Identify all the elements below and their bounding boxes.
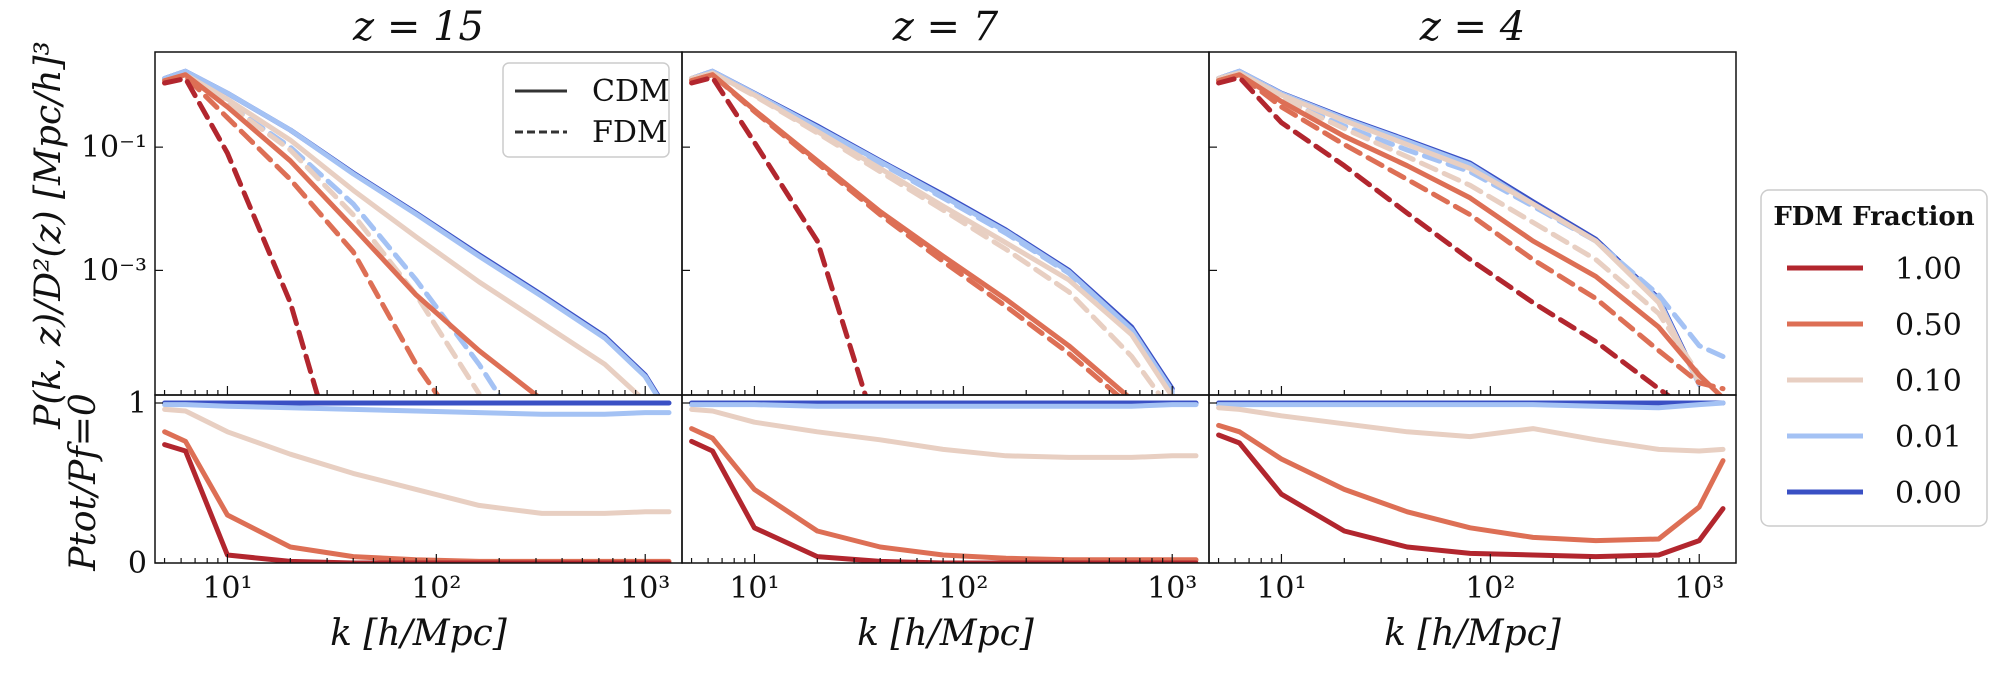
y-axis-label-top: P(k, z)/D²(z) [Mpc/h]³ [28, 41, 69, 430]
series-line-f010-fdm [162, 72, 482, 395]
x-axis-label: k [h/Mpc] [330, 613, 508, 654]
ratio-line-f050 [162, 429, 672, 563]
y-tick-label-top: 10⁻¹ [81, 130, 147, 165]
panel-title: z = 15 [352, 4, 484, 50]
ratio-line-f010 [162, 406, 672, 516]
ratio-line-f050 [1216, 422, 1726, 544]
series-line-f050-fdm [689, 72, 1122, 395]
ratio-line-f100 [689, 438, 1199, 563]
series-line-f010-fdm [689, 70, 1163, 395]
x-axis-label: k [h/Mpc] [857, 613, 1035, 654]
x-tick-label: 10² [938, 571, 988, 606]
series-line-f100-fdm [1216, 75, 1672, 395]
panel-3: z = 4 10¹ 10² 10³ k [h/Mpc] [1208, 4, 1737, 654]
series-line-f100-fdm [162, 76, 321, 395]
panels: z = 15 10¹ 10² 10³ 10⁻¹ 10⁻³ 0 1 k [h/Mpc] CDM FDM… [81, 4, 1737, 654]
panel-1: z = 15 10¹ 10² 10³ 10⁻¹ 10⁻³ 0 1 k [h/Mpc] CDM FDM [81, 4, 683, 654]
series-line-f001-cdm [162, 68, 660, 395]
series-line-f001-cdm [1216, 68, 1702, 388]
fraction-legend-title: FDM Fraction [1773, 202, 1974, 232]
ratio-line-f010 [1216, 405, 1726, 454]
x-tick-label: 10¹ [202, 571, 252, 606]
x-axis-label: k [h/Mpc] [1384, 613, 1562, 654]
ratio-line-f001 [689, 402, 1199, 409]
style-legend-label: FDM [592, 115, 668, 150]
ratio-line-f001 [1216, 400, 1726, 411]
fraction-legend: FDM Fraction 1.00 0.50 0.10 0.01 0.00 [1760, 189, 1988, 527]
bottom-series-group [162, 400, 672, 563]
x-tick-label: 10¹ [729, 571, 779, 606]
bottom-axes-frame [1208, 394, 1737, 564]
style-legend-label: CDM [592, 74, 670, 109]
x-tick-label: 10³ [1674, 571, 1724, 606]
x-tick-label: 10¹ [1256, 571, 1306, 606]
top-axes-frame [681, 51, 1210, 396]
bottom-axes-frame [154, 394, 683, 564]
y-axis-label-bottom: Ptot/Pf=0 [63, 393, 104, 572]
bottom-series-group [1216, 400, 1726, 560]
top-series-group [1216, 68, 1726, 395]
fraction-legend-label: 0.01 [1895, 420, 1962, 455]
series-line-f050-fdm [162, 74, 441, 395]
series-line-f050-fdm [1216, 72, 1726, 392]
y-tick-label-bottom: 0 [128, 546, 147, 581]
fraction-legend-label: 0.00 [1895, 476, 1962, 511]
x-tick-label: 10³ [620, 571, 670, 606]
series-line-f000-cdm [1216, 68, 1702, 386]
series-line-f050-cdm [1216, 72, 1724, 395]
x-tick-label: 10² [411, 571, 461, 606]
x-tick-label: 10³ [1147, 571, 1197, 606]
y-tick-label-top: 10⁻³ [81, 253, 147, 288]
fraction-legend-label: 0.10 [1895, 364, 1962, 399]
fraction-legend-box [1760, 189, 1988, 527]
bottom-series-group [689, 400, 1199, 563]
x-tick-label: 10² [1465, 571, 1515, 606]
top-series-group [689, 68, 1175, 395]
series-line-f001-fdm [689, 69, 1175, 395]
ratio-line-f100 [1216, 432, 1726, 560]
ratio-line-f100 [162, 442, 672, 563]
series-line-f010-cdm [689, 70, 1175, 395]
series-line-f010-cdm [162, 72, 643, 395]
series-line-f100-fdm [689, 75, 868, 395]
ratio-line-f050 [689, 426, 1199, 563]
series-line-f050-cdm [162, 72, 540, 395]
series-line-f010-fdm [1216, 70, 1702, 378]
ratio-line-f001 [162, 402, 672, 417]
y-tick-label-bottom: 1 [128, 386, 147, 421]
bottom-axes-frame [681, 394, 1210, 564]
top-series-group [162, 68, 661, 395]
fraction-legend-label: 0.50 [1895, 308, 1962, 343]
axis-labels: P(k, z)/D²(z) [Mpc/h]³ Ptot/Pf=0 [28, 41, 104, 572]
ratio-line-f010 [689, 406, 1199, 460]
panel-2: z = 7 10¹ 10² 10³ k [h/Mpc] [681, 4, 1210, 654]
panel-title: z = 4 [1419, 4, 1525, 50]
panel-title: z = 7 [892, 4, 999, 50]
style-legend: CDM FDM [502, 62, 670, 158]
series-line-f010-cdm [1216, 70, 1702, 386]
fraction-legend-label: 1.00 [1895, 252, 1962, 287]
